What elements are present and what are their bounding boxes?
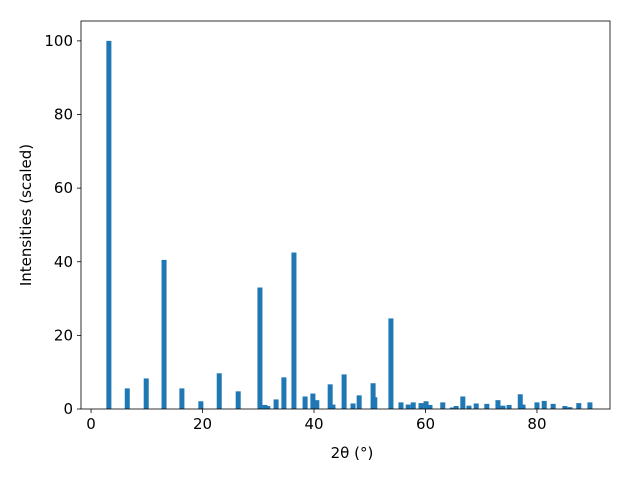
- bar: [124, 388, 130, 409]
- bar: [495, 400, 501, 409]
- bar: [372, 397, 378, 409]
- bar: [576, 403, 582, 409]
- bar: [330, 404, 336, 409]
- bar: [520, 404, 526, 409]
- bar: [265, 406, 271, 409]
- bar: [235, 391, 241, 409]
- y-tick-label: 0: [63, 400, 73, 418]
- plot-frame: [80, 20, 611, 410]
- bar: [405, 404, 411, 409]
- bar: [310, 393, 316, 409]
- y-tick-label: 20: [54, 326, 73, 344]
- x-tick-label: 20: [193, 415, 212, 433]
- bar: [517, 394, 523, 409]
- bar: [314, 400, 320, 409]
- bar: [398, 402, 404, 409]
- bar: [550, 403, 556, 409]
- bar: [427, 404, 433, 409]
- bar: [562, 406, 568, 409]
- bar: [143, 378, 149, 409]
- bar: [506, 404, 512, 409]
- y-tick-label: 40: [54, 253, 73, 271]
- bar: [567, 407, 573, 409]
- y-tick-label: 100: [44, 32, 73, 50]
- bar: [410, 402, 416, 409]
- bar: [423, 401, 429, 409]
- bar: [161, 259, 167, 409]
- bar: [350, 403, 356, 409]
- bar: [341, 374, 347, 409]
- bar: [216, 373, 222, 409]
- y-tick-label: 80: [54, 106, 73, 124]
- x-tick-label: 80: [527, 415, 546, 433]
- bar: [281, 377, 287, 409]
- y-tick-label: 60: [54, 179, 73, 197]
- bar: [460, 396, 466, 409]
- bar: [179, 388, 185, 409]
- bar: [587, 402, 593, 409]
- bar: [534, 402, 540, 409]
- bar: [541, 400, 547, 409]
- bar: [198, 401, 204, 409]
- bar: [473, 403, 479, 409]
- bar: [327, 384, 333, 409]
- bar: [449, 407, 455, 409]
- bar: [356, 395, 362, 409]
- x-axis-label: 2θ (°): [331, 444, 374, 462]
- bar: [500, 405, 506, 409]
- bar: [484, 403, 490, 409]
- x-tick-label: 60: [416, 415, 435, 433]
- bar: [388, 318, 394, 409]
- bar: [106, 40, 112, 409]
- bar: [453, 406, 459, 409]
- bar: [418, 403, 424, 409]
- y-axis-label: Intensities (scaled): [17, 144, 35, 286]
- bar: [466, 405, 472, 409]
- x-tick-label: 0: [86, 415, 96, 433]
- bar: [370, 383, 376, 409]
- bar: [291, 252, 297, 409]
- bar: [302, 396, 308, 409]
- bar: [440, 402, 446, 409]
- bar: [273, 399, 279, 409]
- bar: [262, 404, 268, 409]
- bar: [257, 287, 263, 409]
- x-tick-label: 40: [304, 415, 323, 433]
